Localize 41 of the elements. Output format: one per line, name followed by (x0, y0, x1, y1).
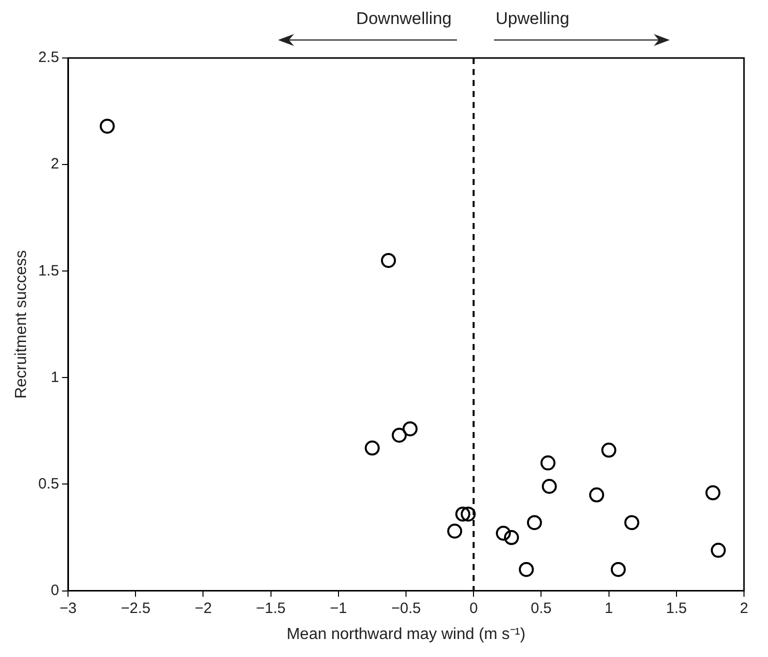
y-tick-label: 1 (50, 368, 60, 386)
point (100, 118, 115, 134)
point (624, 515, 640, 530)
x-tick-label: −3 (59, 600, 77, 617)
y-axis-title: Recruitment success (13, 250, 30, 399)
y-tick-label: 0.5 (38, 475, 60, 492)
x-tick-label: 1.5 (666, 600, 687, 617)
point (402, 421, 418, 436)
x-tick-label: −2.5 (120, 600, 150, 617)
point (504, 530, 519, 546)
point (710, 542, 726, 558)
point (601, 442, 616, 458)
point (447, 524, 462, 539)
point (364, 440, 380, 456)
point (540, 455, 556, 470)
x-axis-title: Mean northward may wind (m s⁻¹) (286, 626, 526, 643)
point (589, 487, 604, 502)
x-tick-label: −1 (330, 600, 347, 617)
x-tick-label: 1 (604, 600, 613, 617)
point (542, 478, 557, 494)
point (526, 515, 542, 530)
point (518, 562, 534, 577)
x-tick-label: 0.5 (530, 600, 552, 617)
x-tick-label: −1.5 (256, 600, 286, 617)
y-tick-label: 0 (50, 582, 60, 599)
point (392, 428, 407, 443)
point (610, 562, 626, 577)
x-tick-label: 2 (740, 600, 748, 617)
point (455, 506, 470, 522)
point (496, 526, 511, 541)
x-tick-label: 0 (469, 600, 478, 617)
point (460, 506, 476, 522)
point (380, 252, 396, 268)
y-tick-label: 2 (50, 156, 60, 173)
x-tick-label: −2 (194, 600, 212, 617)
x-tick-label: −0.5 (391, 600, 421, 617)
y-tick-label: 1.5 (38, 262, 60, 280)
point (705, 485, 720, 500)
text: Downwelling (356, 9, 452, 28)
text: Upwelling (496, 9, 570, 28)
y-tick-label: 2.5 (38, 49, 60, 66)
